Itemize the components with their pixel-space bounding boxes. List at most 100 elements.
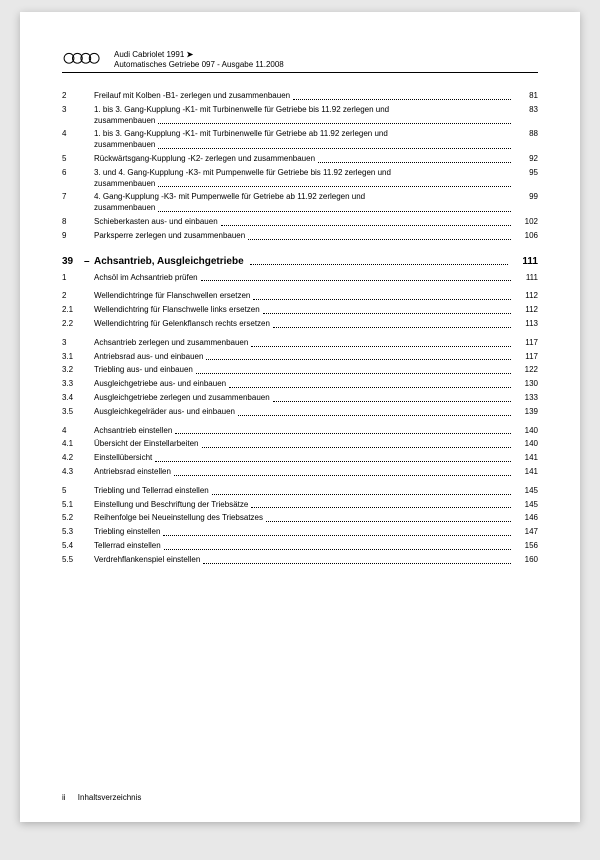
toc-row: 41. bis 3. Gang-Kupplung -K1- mit Turbin… — [62, 129, 538, 151]
toc-item-number: 3 — [62, 105, 94, 116]
toc-item-number: 2.1 — [62, 305, 94, 316]
toc-item-label: Verdrehflankenspiel einstellen — [94, 555, 200, 566]
toc-row: 8Schieberkasten aus- und einbauen102 — [62, 217, 538, 228]
toc-item-page: 111 — [514, 273, 538, 284]
toc-item-label: Wellendichtring für Flanschwelle links e… — [94, 305, 260, 316]
leader-dots — [251, 346, 511, 347]
footer-page-number: ii — [62, 793, 66, 802]
toc-section-a: 2Freilauf mit Kolben -B1- zerlegen und z… — [62, 91, 538, 242]
toc-row: 1Achsöl im Achsantrieb prüfen 111 — [62, 273, 538, 284]
leader-dots — [158, 211, 511, 212]
toc-item-number: 2 — [62, 91, 94, 102]
toc-item-page: 117 — [514, 338, 538, 349]
leader-dots — [174, 475, 511, 476]
toc-item-label-line1: 3. und 4. Gang-Kupplung -K3- mit Pumpenw… — [94, 168, 514, 179]
toc-item-page: 140 — [514, 426, 538, 437]
toc-row: 3.1Antriebsrad aus- und einbauen117 — [62, 352, 538, 363]
toc-row: 5Triebling und Tellerrad einstellen145 — [62, 486, 538, 497]
toc-item-label: Einstellübersicht — [94, 453, 152, 464]
section-page: 111 — [512, 256, 538, 267]
toc-item-label: Achsantrieb einstellen — [94, 426, 172, 437]
toc-item-label: Triebling aus- und einbauen — [94, 365, 193, 376]
toc-row: 3.5Ausgleichkegelräder aus- und einbauen… — [62, 407, 538, 418]
toc-item-label: Triebling und Tellerrad einstellen — [94, 486, 209, 497]
toc-item-page: 145 — [514, 500, 538, 511]
toc-item-label-line1: 1. bis 3. Gang-Kupplung -K1- mit Turbine… — [94, 129, 514, 140]
section-title: Achsantrieb, Ausgleichgetriebe — [94, 256, 244, 267]
toc-item-label: Triebling einstellen — [94, 527, 160, 538]
toc-item-number: 2 — [62, 291, 94, 302]
toc-row: 2Freilauf mit Kolben -B1- zerlegen und z… — [62, 91, 538, 102]
toc-item-page: 141 — [514, 453, 538, 464]
toc-item-page: 83 — [514, 105, 538, 116]
toc-item-number: 4.1 — [62, 439, 94, 450]
toc-row: 3Achsantrieb zerlegen und zusammenbauen 1… — [62, 338, 538, 349]
toc-item-number: 1 — [62, 273, 94, 284]
toc-item-page: 81 — [514, 91, 538, 102]
toc-item-label: Ausgleichgetriebe aus- und einbauen — [94, 379, 226, 390]
toc-item-label: Wellendichtring für Gelenkflansch rechts… — [94, 319, 270, 330]
toc-item-label: Rückwärtsgang-Kupplung -K2- zerlegen und… — [94, 154, 315, 165]
toc-item-page: 112 — [514, 291, 538, 302]
toc-item-number: 4 — [62, 426, 94, 437]
leader-dots — [202, 447, 512, 448]
toc-item-number: 5.4 — [62, 541, 94, 552]
leader-dots — [293, 99, 511, 100]
header-text: Audi Cabriolet 1991 ➤ Automatisches Getr… — [114, 50, 284, 70]
toc-row: 4Achsantrieb einstellen 140 — [62, 426, 538, 437]
toc-item-label-line2: zusammenbauen — [94, 140, 155, 151]
audi-logo — [62, 52, 104, 66]
toc-item-label: Parksperre zerlegen und zusammenbauen — [94, 231, 245, 242]
toc-item-label-line2: zusammenbauen — [94, 203, 155, 214]
toc-item-label: Tellerrad einstellen — [94, 541, 161, 552]
toc-item-number: 5 — [62, 154, 94, 165]
toc-item-label: Einstellung und Beschriftung der Triebsä… — [94, 500, 248, 511]
toc-section-heading: 39 – Achsantrieb, Ausgleichgetriebe 111 — [62, 256, 538, 267]
toc-item-page: 88 — [514, 129, 538, 140]
toc-item-page: 113 — [514, 319, 538, 330]
section-dash: – — [84, 256, 94, 267]
toc-item-number: 3.1 — [62, 352, 94, 363]
toc-row: 2.1Wellendichtring für Flanschwelle link… — [62, 305, 538, 316]
toc-item-label: Freilauf mit Kolben -B1- zerlegen und zu… — [94, 91, 290, 102]
toc-item-page: 117 — [514, 352, 538, 363]
toc-row: 2.2Wellendichtring für Gelenkflansch rec… — [62, 319, 538, 330]
toc-item-page: 99 — [514, 192, 538, 203]
toc-item-label: Achsantrieb zerlegen und zusammenbauen — [94, 338, 248, 349]
toc-row: 63. und 4. Gang-Kupplung -K3- mit Pumpen… — [62, 168, 538, 190]
toc-item-label: Ausgleichgetriebe zerlegen und zusammenb… — [94, 393, 270, 404]
document-page: Audi Cabriolet 1991 ➤ Automatisches Getr… — [20, 12, 580, 822]
toc-item-number: 5.3 — [62, 527, 94, 538]
toc-item-number: 3 — [62, 338, 94, 349]
leader-dots — [158, 186, 511, 187]
toc-item-label: Achsöl im Achsantrieb prüfen — [94, 273, 198, 284]
toc-item-number: 5.5 — [62, 555, 94, 566]
toc-item-number: 8 — [62, 217, 94, 228]
table-of-contents: 2Freilauf mit Kolben -B1- zerlegen und z… — [62, 91, 538, 566]
toc-item-number: 5.2 — [62, 513, 94, 524]
leader-dots — [206, 359, 511, 360]
toc-item-page: 106 — [514, 231, 538, 242]
leader-dots — [201, 280, 511, 281]
page-footer: ii Inhaltsverzeichnis — [62, 793, 141, 802]
toc-item-page: 146 — [514, 513, 538, 524]
toc-row: 5.4Tellerrad einstellen156 — [62, 541, 538, 552]
toc-item-label-line2: zusammenbauen — [94, 116, 155, 127]
toc-item-page: 112 — [514, 305, 538, 316]
toc-row: 5.3Triebling einstellen147 — [62, 527, 538, 538]
toc-row: 5Rückwärtsgang-Kupplung -K2- zerlegen un… — [62, 154, 538, 165]
leader-dots — [212, 494, 511, 495]
toc-item-page: 139 — [514, 407, 538, 418]
leader-dots — [196, 373, 511, 374]
toc-item-number: 9 — [62, 231, 94, 242]
toc-item-number: 5 — [62, 486, 94, 497]
leader-dots — [263, 313, 511, 314]
toc-row: 74. Gang-Kupplung -K3- mit Pumpenwelle f… — [62, 192, 538, 214]
toc-item-label: Schieberkasten aus- und einbauen — [94, 217, 218, 228]
toc-row: 2Wellendichtringe für Flanschwellen erse… — [62, 291, 538, 302]
footer-label: Inhaltsverzeichnis — [78, 793, 142, 802]
toc-row: 3.4Ausgleichgetriebe zerlegen und zusamm… — [62, 393, 538, 404]
toc-item-number: 3.3 — [62, 379, 94, 390]
toc-item-page: 160 — [514, 555, 538, 566]
toc-row: 5.5Verdrehflankenspiel einstellen 160 — [62, 555, 538, 566]
